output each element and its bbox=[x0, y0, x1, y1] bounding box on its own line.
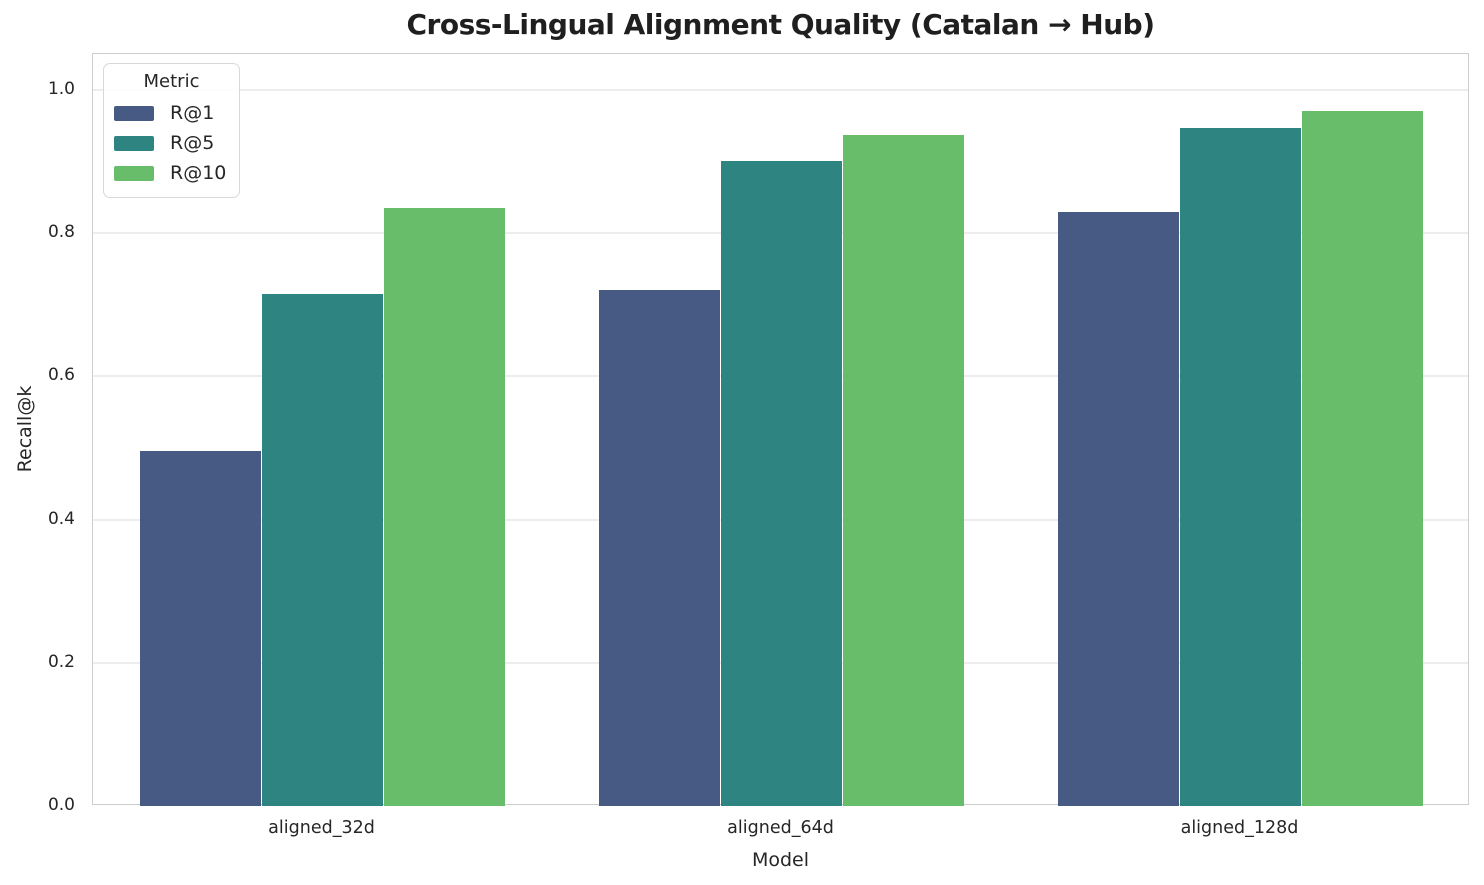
legend: Metric R@1 R@5 R@10 bbox=[103, 63, 240, 198]
legend-item-R@1: R@1 bbox=[114, 98, 229, 128]
x-tick-label-aligned_32d: aligned_32d bbox=[268, 818, 375, 838]
y-tick-label: 1.0 bbox=[47, 78, 75, 99]
x-tick-label-aligned_64d: aligned_64d bbox=[727, 818, 834, 838]
legend-swatch-icon bbox=[114, 105, 154, 121]
legend-items: R@1 R@5 R@10 bbox=[114, 98, 229, 188]
x-axis-label: Model bbox=[751, 849, 810, 871]
y-tick-label: 0.6 bbox=[47, 365, 75, 386]
legend-title: Metric bbox=[143, 71, 200, 92]
bar-aligned_128d-R@10 bbox=[1302, 111, 1424, 806]
y-tick-label: 0.8 bbox=[47, 222, 75, 243]
bar-aligned_128d-R@1 bbox=[1057, 211, 1179, 806]
legend-item-R@10: R@10 bbox=[114, 158, 229, 188]
legend-item-label: R@1 bbox=[170, 102, 215, 124]
bar-aligned_32d-R@1 bbox=[139, 451, 261, 806]
chart-title: Cross-Lingual Alignment Quality (Catalan… bbox=[406, 8, 1155, 41]
y-axis-label: Recall@k bbox=[14, 385, 36, 473]
y-tick-label: 0.4 bbox=[47, 508, 75, 529]
legend-item-label: R@10 bbox=[170, 162, 227, 184]
plot-area bbox=[92, 53, 1469, 806]
y-tick-label: 0.0 bbox=[47, 795, 75, 815]
y-tick-label: 0.2 bbox=[47, 651, 75, 672]
bar-aligned_32d-R@10 bbox=[384, 207, 506, 806]
bar-aligned_64d-R@1 bbox=[598, 290, 720, 806]
legend-item-label: R@5 bbox=[170, 132, 215, 154]
x-tick-label-aligned_128d: aligned_128d bbox=[1180, 818, 1299, 838]
bar-aligned_64d-R@5 bbox=[720, 161, 843, 806]
bar-aligned_128d-R@5 bbox=[1179, 128, 1302, 806]
legend-item-R@5: R@5 bbox=[114, 128, 229, 158]
gridline-y-1 bbox=[93, 88, 1468, 91]
legend-swatch-icon bbox=[114, 135, 154, 151]
bar-aligned_64d-R@10 bbox=[843, 134, 965, 806]
bar-aligned_32d-R@5 bbox=[261, 293, 384, 806]
legend-swatch-icon bbox=[114, 165, 154, 181]
